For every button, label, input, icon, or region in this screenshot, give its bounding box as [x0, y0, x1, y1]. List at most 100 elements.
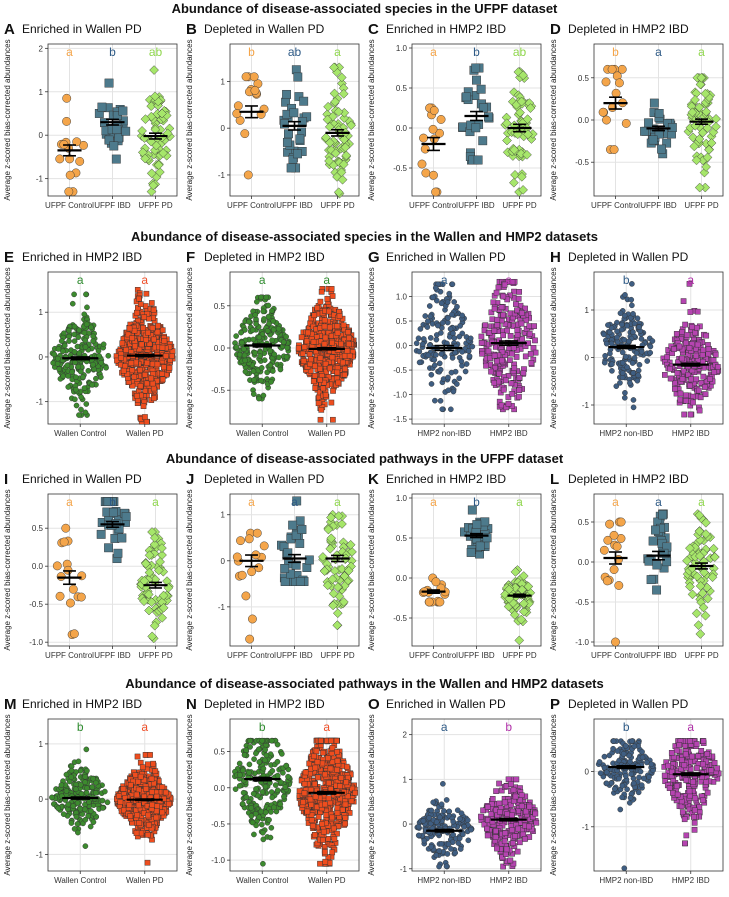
data-point	[429, 372, 434, 377]
data-point	[144, 381, 149, 386]
data-point	[77, 328, 82, 333]
data-point	[285, 345, 290, 350]
data-point	[250, 73, 258, 81]
data-point	[78, 369, 83, 374]
data-point	[627, 380, 632, 385]
data-point	[418, 160, 426, 168]
data-point	[149, 776, 154, 781]
data-point	[100, 805, 105, 810]
data-point	[687, 383, 692, 388]
data-point	[683, 322, 688, 327]
section-title-1: Abundance of disease-associated species …	[0, 1, 729, 16]
data-point	[269, 738, 274, 743]
y-tick-label: 0.0	[578, 558, 590, 567]
x-tick-label: UFPF Control	[591, 201, 640, 210]
data-point	[602, 78, 610, 86]
data-point	[429, 381, 434, 386]
data-point	[136, 779, 141, 784]
panel-letter: A	[4, 21, 15, 38]
y-axis-label: Average z-scored bias-corrected abundanc…	[549, 267, 558, 428]
data-point	[65, 187, 73, 195]
data-point	[142, 315, 147, 320]
data-point	[636, 373, 641, 378]
data-point	[531, 324, 536, 329]
data-point	[275, 773, 280, 778]
significance-letter: b	[259, 720, 266, 734]
data-point	[88, 808, 93, 813]
significance-letter: a	[152, 495, 159, 509]
data-point	[517, 375, 522, 380]
data-point	[433, 285, 438, 290]
data-point	[143, 303, 148, 308]
data-point	[278, 802, 283, 807]
data-point	[151, 386, 156, 391]
y-tick-label: -1	[582, 401, 590, 410]
data-point	[83, 338, 88, 343]
data-point	[134, 393, 139, 398]
panel-letter: I	[4, 471, 8, 488]
data-point	[66, 599, 74, 607]
data-point	[282, 90, 290, 98]
data-point	[688, 590, 697, 599]
data-point	[429, 171, 437, 179]
data-point	[447, 291, 452, 296]
data-point	[662, 557, 670, 565]
y-tick-label: 0	[39, 353, 44, 362]
data-point	[139, 831, 144, 836]
data-point	[644, 119, 652, 127]
data-point	[151, 761, 156, 766]
data-point	[151, 337, 156, 342]
data-point	[629, 303, 634, 308]
data-point	[649, 136, 657, 144]
data-point	[446, 388, 451, 393]
data-point	[341, 323, 346, 328]
data-point	[138, 774, 143, 779]
y-tick-label: -0.5	[575, 158, 589, 167]
data-point	[132, 344, 137, 349]
data-point	[149, 376, 154, 381]
data-point	[141, 404, 146, 409]
data-point	[622, 119, 630, 127]
data-point	[284, 549, 292, 557]
data-point	[610, 531, 618, 539]
data-point	[60, 538, 68, 546]
data-point	[635, 378, 640, 383]
data-point	[253, 312, 258, 317]
data-point	[66, 384, 71, 389]
data-point	[128, 814, 133, 819]
data-point	[260, 830, 265, 835]
data-point	[630, 330, 635, 335]
data-point	[234, 102, 242, 110]
significance-letter: a	[430, 45, 437, 59]
significance-letter: b	[612, 45, 619, 59]
data-point	[296, 517, 304, 525]
y-tick-label: -1	[218, 171, 226, 180]
data-point	[340, 360, 345, 365]
y-tick-label: 0	[39, 795, 44, 804]
panel-letter: J	[186, 471, 194, 488]
data-point	[516, 394, 521, 399]
data-point	[279, 751, 284, 756]
data-point	[599, 108, 607, 116]
data-point	[84, 768, 89, 773]
significance-letter: a	[66, 45, 73, 59]
y-tick-label: -1.0	[211, 856, 225, 865]
data-point	[495, 323, 500, 328]
data-point	[490, 317, 495, 322]
data-point	[492, 328, 497, 333]
x-tick-label: Wallen PD	[308, 429, 346, 438]
data-point	[417, 360, 422, 365]
data-point	[260, 542, 268, 550]
panel-title: Depleted in Wallen PD	[204, 22, 325, 36]
data-point	[270, 768, 275, 773]
data-point	[626, 339, 631, 344]
data-point	[618, 311, 623, 316]
